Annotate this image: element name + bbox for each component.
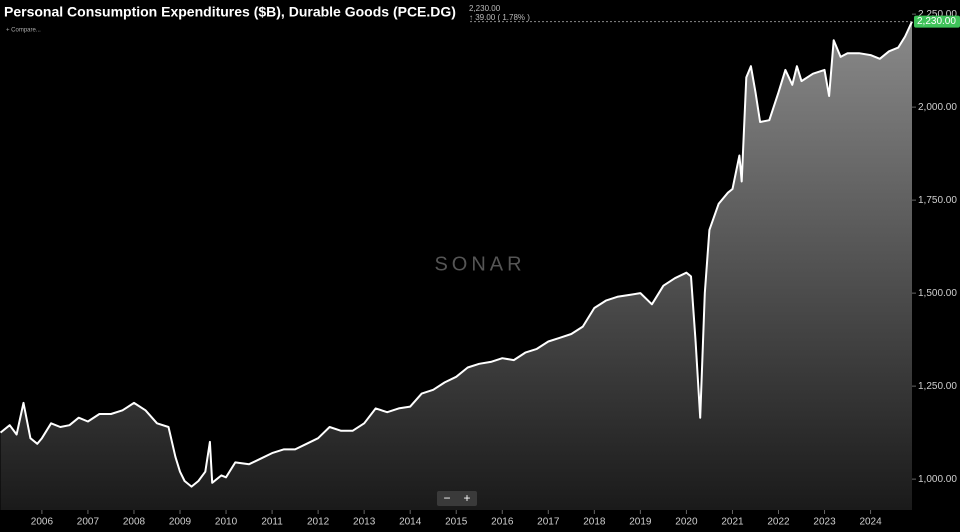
zoom-bg <box>437 491 477 506</box>
y-tick-label: 1,750.00 <box>918 195 957 206</box>
y-tick-label: 1,250.00 <box>918 381 957 392</box>
x-tick-label: 2022 <box>767 517 790 528</box>
x-tick-label: 2016 <box>491 517 514 528</box>
x-tick-label: 2009 <box>169 517 192 528</box>
x-tick-label: 2023 <box>813 517 836 528</box>
x-tick-label: 2019 <box>629 517 652 528</box>
compare-button[interactable]: + Compare... <box>6 28 41 34</box>
y-tick-label: 1,000.00 <box>918 474 957 485</box>
x-tick-label: 2014 <box>399 517 422 528</box>
y-tick-label: 2,000.00 <box>918 102 957 113</box>
x-tick-label: 2012 <box>307 517 330 528</box>
zoom-out[interactable]: − <box>443 491 450 505</box>
x-tick-label: 2015 <box>445 517 468 528</box>
price: 2,230.00 <box>469 4 501 13</box>
x-tick-label: 2008 <box>123 517 146 528</box>
x-tick-label: 2010 <box>215 517 238 528</box>
zoom-in[interactable]: + <box>463 491 470 505</box>
line <box>0 21 913 488</box>
plot: 1,000.00 1,250.00 1,500.00 1,750.00 2,000.00… <box>0 9 960 528</box>
x-tick-label: 2021 <box>721 517 744 528</box>
x-tick-label: 2017 <box>537 517 560 528</box>
y-tick-label: 2,250.00 <box>918 9 957 20</box>
last-value-label: 2,230.00 <box>917 16 956 27</box>
change: ↑ 39.00 ( 1.78% ) <box>469 13 530 22</box>
chart-title: Personal Consumption Expenditures ($B), … <box>4 4 456 20</box>
x-tick-label: 2024 <box>859 517 882 528</box>
x-tick-label: 2007 <box>77 517 100 528</box>
y-tick-label: 1,500.00 <box>918 288 957 299</box>
area <box>0 21 912 510</box>
x-tick-label: 2006 <box>31 517 54 528</box>
x-tick-label: 2020 <box>675 517 698 528</box>
last-value-badge <box>914 15 960 28</box>
x-tick-label: 2013 <box>353 517 376 528</box>
x-tick-label: 2018 <box>583 517 606 528</box>
zoom-controls: − + <box>437 491 477 506</box>
watermark: SONAR <box>434 253 525 275</box>
x-tick-label: 2011 <box>261 517 283 528</box>
